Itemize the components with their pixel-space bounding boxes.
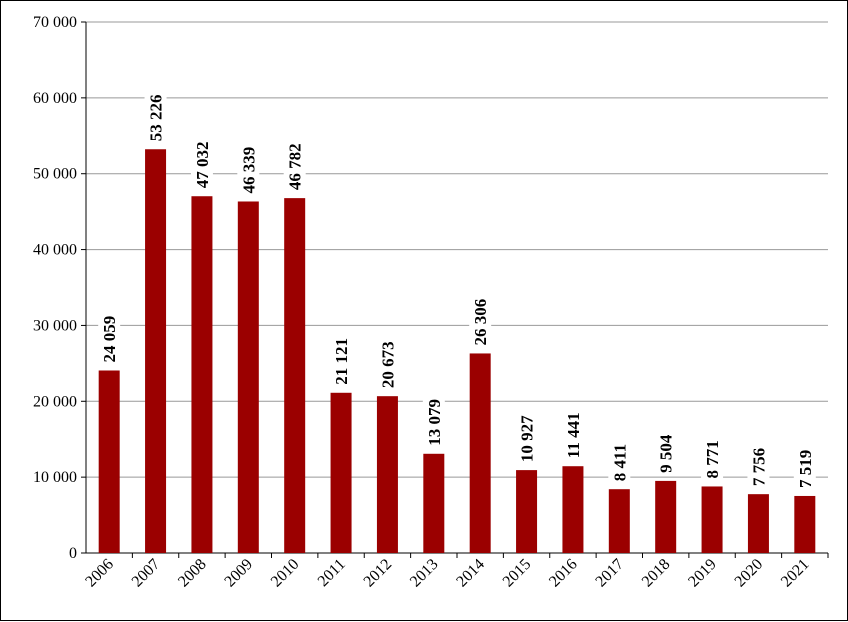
data-label-background <box>144 85 167 144</box>
data-label-2014: 26 306 <box>471 299 490 346</box>
bar-2009 <box>237 201 259 553</box>
y-tick-labels: 0 10 000 20 000 30 000 40 000 50 000 60 000 70 … <box>33 14 77 562</box>
data-label-background <box>237 137 260 196</box>
x-tick-label-2009: 2009 <box>221 556 256 591</box>
x-tick-labels: 2006 2007 2008 2009 2010 2011 2012 2013 2014 2015… <box>82 556 812 591</box>
bar-2010 <box>284 198 306 553</box>
bar-2020 <box>747 494 769 553</box>
data-label-background <box>98 306 121 365</box>
data-label-background <box>190 132 213 191</box>
x-tick-label-2016: 2016 <box>546 556 581 591</box>
x-tick-label-2017: 2017 <box>592 556 627 591</box>
data-labels: 24 059 53 226 47 032 46 339 46 782 21 121 20 6… <box>98 85 816 490</box>
data-label-2011: 21 121 <box>332 338 351 385</box>
x-tick-label-2008: 2008 <box>175 556 210 591</box>
y-tick-label: 40 000 <box>33 242 77 259</box>
data-label-2006: 24 059 <box>100 316 119 363</box>
data-label-background <box>701 431 724 481</box>
data-label-2019: 8 771 <box>703 440 722 478</box>
data-label-2010: 46 782 <box>286 143 305 190</box>
data-label-background <box>469 289 492 348</box>
bar-2007 <box>145 149 167 553</box>
bar-2014 <box>469 353 491 553</box>
data-label-2015: 10 927 <box>518 415 537 462</box>
x-tick-label-2014: 2014 <box>453 556 488 591</box>
data-label-2017: 8 411 <box>610 444 629 481</box>
bar-2019 <box>701 486 723 553</box>
data-label-2012: 20 673 <box>378 341 397 388</box>
data-label-background <box>608 434 631 484</box>
bar-2012 <box>376 396 398 553</box>
data-label-background <box>330 329 353 387</box>
data-label-background <box>422 390 445 448</box>
y-tick-label: 10 000 <box>33 469 77 486</box>
x-tick-label-2015: 2015 <box>500 556 535 591</box>
y-tick-label: 70 000 <box>33 14 77 31</box>
x-tick-label-2010: 2010 <box>268 556 303 591</box>
data-label-background <box>793 440 816 490</box>
data-label-2007: 53 226 <box>147 94 166 141</box>
y-tick-label: 50 000 <box>33 166 77 183</box>
x-tick-label-2012: 2012 <box>361 556 396 591</box>
bar-2021 <box>794 495 816 553</box>
y-tick-label: 20 000 <box>33 393 77 410</box>
bars <box>98 149 816 553</box>
bar-2011 <box>330 392 352 553</box>
x-tick-label-2011: 2011 <box>315 556 349 590</box>
bar-2015 <box>516 470 538 553</box>
x-tick-label-2019: 2019 <box>685 556 720 591</box>
data-label-background <box>283 134 306 193</box>
data-label-2021: 7 519 <box>796 450 815 488</box>
data-label-background <box>376 332 399 391</box>
bar-2016 <box>562 466 584 553</box>
data-label-2016: 11 441 <box>564 412 583 458</box>
x-tick-label-2006: 2006 <box>82 556 117 591</box>
data-label-background <box>654 425 677 475</box>
y-tick-label: 0 <box>69 545 77 562</box>
x-tick-label-2007: 2007 <box>129 556 164 591</box>
bar-2017 <box>608 489 630 553</box>
x-tick-label-2018: 2018 <box>639 556 674 591</box>
data-label-2013: 13 079 <box>425 399 444 446</box>
x-tick-label-2021: 2021 <box>778 556 813 591</box>
data-label-2020: 7 756 <box>749 448 768 486</box>
bar-2013 <box>423 453 445 553</box>
data-label-background <box>561 402 584 461</box>
x-tick-label-2013: 2013 <box>407 556 442 591</box>
bar-2006 <box>98 370 120 553</box>
data-label-2018: 9 504 <box>657 434 676 473</box>
bar-2008 <box>191 196 213 553</box>
bar-2018 <box>655 480 677 553</box>
y-tick-label: 60 000 <box>33 90 77 107</box>
data-label-2009: 46 339 <box>239 147 258 194</box>
data-label-background <box>747 439 770 489</box>
y-tick-label: 30 000 <box>33 317 77 334</box>
x-tick-label-2020: 2020 <box>732 556 767 591</box>
data-label-2008: 47 032 <box>193 141 212 188</box>
data-label-background <box>515 406 538 465</box>
